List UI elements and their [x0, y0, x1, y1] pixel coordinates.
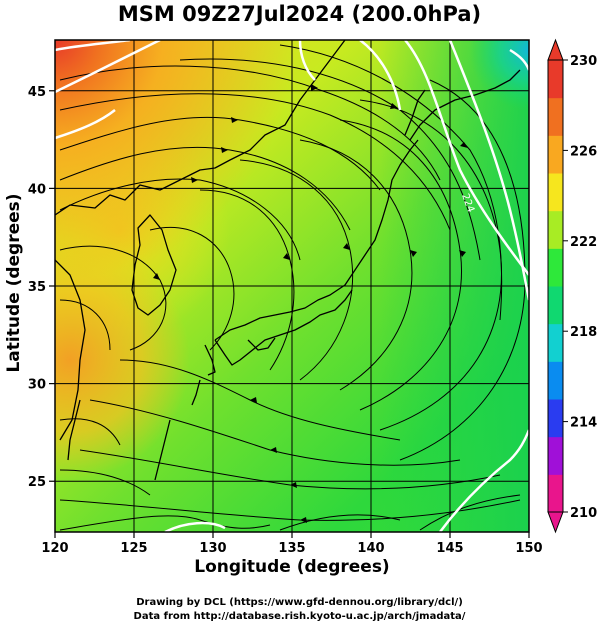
credit-data: Data from http://database.rish.kyoto-u.a…: [133, 611, 466, 622]
colorbar-bottom-arrow: [547, 511, 564, 534]
y-tick-label: 45: [28, 85, 46, 100]
colorbar-band: [548, 286, 563, 325]
colorbar-frame: [547, 59, 564, 513]
chart-title: MSM 09Z27Jul2024 (200.0hPa): [117, 2, 482, 26]
colorbar-band: [548, 97, 563, 136]
x-tick-label: 145: [436, 541, 463, 556]
grid-lines: [55, 40, 529, 532]
colorbar-band: [548, 248, 563, 287]
colorbar-label: 210: [570, 506, 597, 521]
colorbar-label: 222: [570, 235, 597, 250]
colorbar-label: 230: [570, 54, 597, 69]
y-tick-label: 25: [28, 475, 46, 490]
credit-drawing: Drawing by DCL (https://www.gfd-dennou.o…: [136, 597, 463, 608]
colorbar-top-arrow: [547, 38, 564, 61]
colorbar-label: 214: [570, 416, 597, 431]
colorbar-band: [548, 323, 563, 362]
colorbar-label: 226: [570, 144, 597, 159]
x-axis-label: Longitude (degrees): [194, 557, 390, 577]
colorbar-band: [548, 210, 563, 249]
x-tick-label: 120: [41, 541, 68, 556]
x-tick-label: 130: [199, 541, 226, 556]
white-contours: [55, 40, 529, 532]
x-axis-ticks: 120 125 130 135 140 145 150: [41, 532, 543, 556]
x-tick-label: 140: [357, 541, 384, 556]
colorbar: 230 226 222 218 214 210: [547, 38, 597, 534]
colorbar-band: [548, 173, 563, 212]
streamline-arrows: [153, 84, 468, 523]
y-axis-ticks: 25 30 35 40 45: [28, 85, 55, 490]
y-tick-label: 30: [28, 378, 46, 393]
colorbar-band: [548, 60, 563, 99]
y-tick-label: 35: [28, 280, 46, 295]
plot-area: 224: [55, 40, 529, 532]
colorbar-band: [548, 436, 563, 475]
x-tick-label: 150: [515, 541, 542, 556]
colorbar-band: [548, 361, 563, 400]
colorbar-band: [548, 474, 563, 513]
colorbar-label: 218: [570, 325, 597, 340]
colorbar-band: [548, 135, 563, 174]
colorbar-bands: [548, 60, 563, 513]
coastlines: [55, 40, 521, 481]
x-tick-label: 135: [278, 541, 305, 556]
y-tick-label: 40: [28, 182, 46, 197]
x-tick-label: 125: [120, 541, 147, 556]
colorbar-labels: 230 226 222 218 214 210: [563, 54, 597, 521]
colorbar-band: [548, 399, 563, 438]
